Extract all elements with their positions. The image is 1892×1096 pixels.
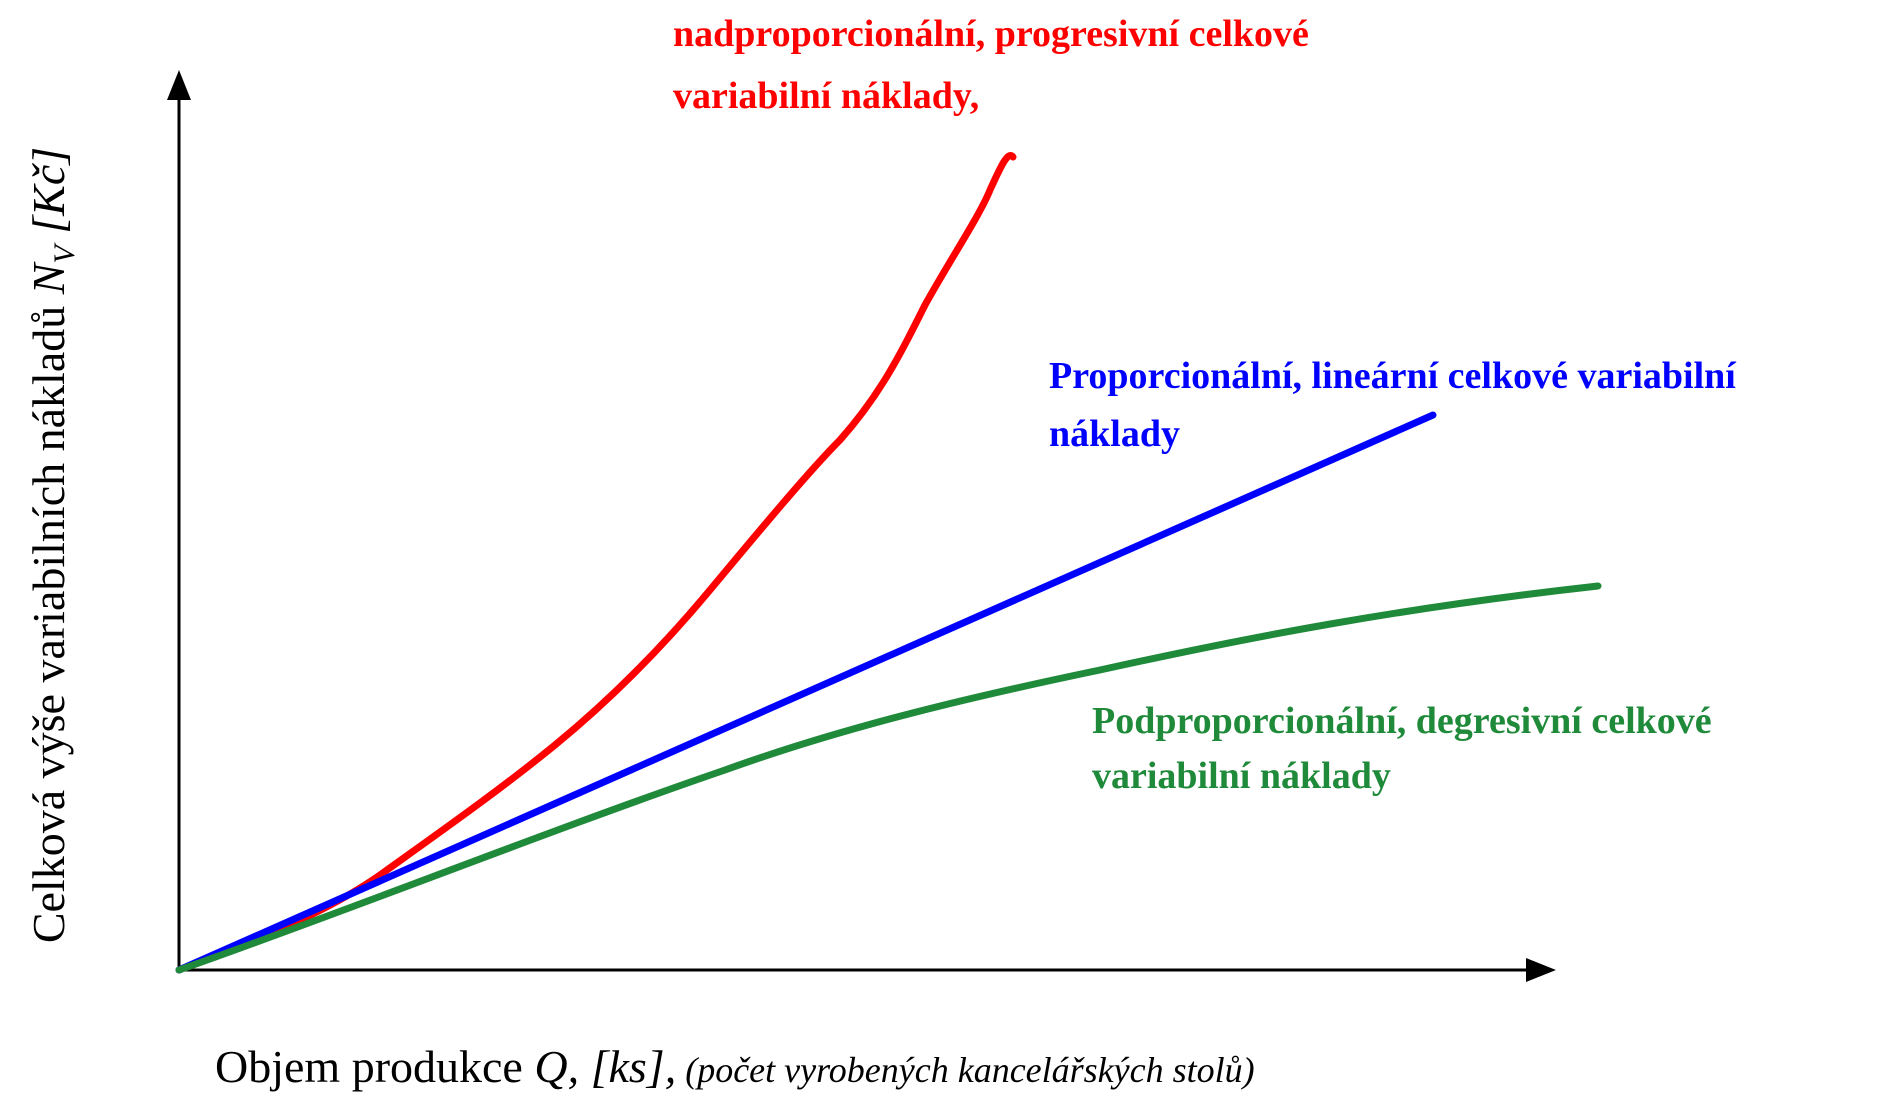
curve-label: náklady [1049,413,1180,455]
degressive-curve [175,582,1602,974]
axes [167,70,1556,982]
x-arrow [1526,958,1556,982]
progressive-curve [175,152,1017,974]
curve-label: nadproporcionální, progresivní celkové [673,13,1309,55]
x-axis-label: Objem produkce Q, [ks], (počet vyrobenýc… [215,1041,1255,1092]
curve-label: variabilní náklady, [673,75,979,117]
y-arrow [167,70,191,100]
y-label-subscript: V [48,242,81,264]
x-label-variable: Q, [ks], [534,1041,676,1092]
curve-label: Podproporcionální, degresivní celkové [1092,700,1712,742]
x-label-text: Objem produkce [215,1041,534,1092]
curve-label: variabilní náklady [1092,755,1391,797]
x-label-note: (počet vyrobených kancelářských stolů) [676,1050,1254,1090]
y-label-unit: [Kč] [23,147,74,245]
linear-curve [175,411,1437,974]
curve-label: Proporcionální, lineární celkové variabi… [1049,355,1737,397]
y-label-variable: N [23,261,74,295]
y-label-text: Celková výše variabilních nákladů [23,294,74,943]
y-axis-label: Celková výše variabilních nákladů NV [Kč… [23,147,81,943]
